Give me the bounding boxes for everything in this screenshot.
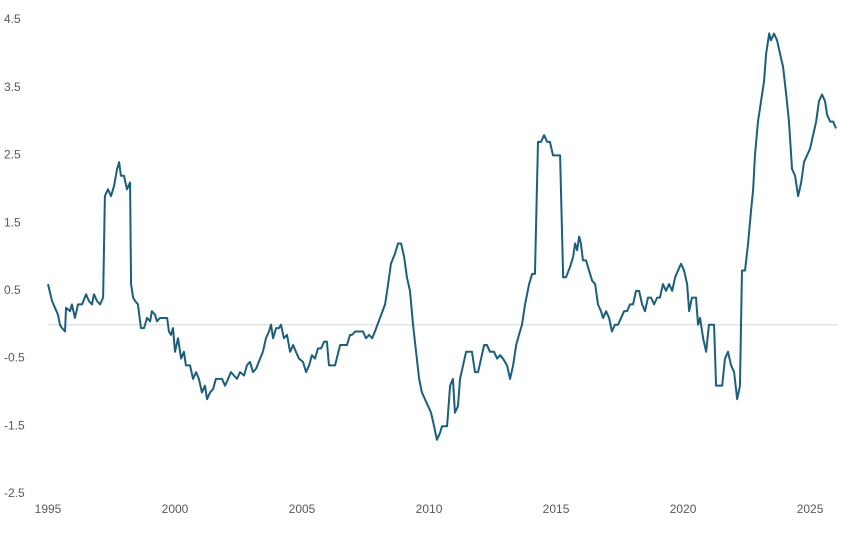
y-tick-label: 0.5 (4, 283, 21, 297)
y-tick-label: 3.5 (4, 80, 21, 94)
y-tick-label: -1.5 (4, 418, 25, 432)
y-tick-label: 4.5 (4, 12, 21, 26)
x-tick-label: 2015 (543, 502, 570, 516)
data-line (47, 32, 837, 441)
x-tick-label: 2025 (797, 502, 824, 516)
x-tick-label: 2020 (670, 502, 697, 516)
x-tick-label: 1995 (35, 502, 62, 516)
y-tick-label: 1.5 (4, 215, 21, 229)
y-tick-label: 2.5 (4, 148, 21, 162)
y-tick-label: -2.5 (4, 486, 25, 500)
x-tick-label: 2000 (162, 502, 189, 516)
x-tick-label: 2005 (289, 502, 316, 516)
x-tick-label: 2010 (416, 502, 443, 516)
y-tick-label: -0.5 (4, 351, 25, 365)
